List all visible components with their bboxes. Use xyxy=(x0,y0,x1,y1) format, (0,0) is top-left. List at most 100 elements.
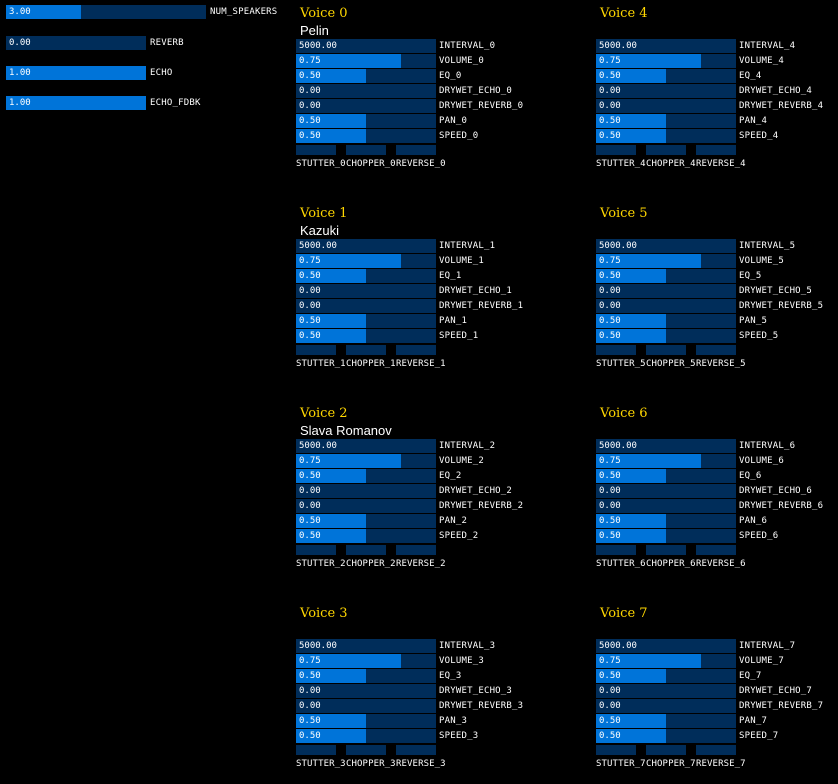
pan-slider[interactable]: 0.50 PAN_3 xyxy=(296,714,467,728)
reverse-toggle[interactable] xyxy=(396,745,436,755)
slider-fill xyxy=(296,254,401,268)
slider-value: 5000.00 xyxy=(299,641,337,651)
drywet-reverb-slider[interactable]: 0.00 DRYWET_REVERB_2 xyxy=(296,499,523,513)
drywet-echo-slider[interactable]: 0.00 DRYWET_ECHO_7 xyxy=(596,684,812,698)
interval-slider[interactable]: 5000.00 INTERVAL_2 xyxy=(296,439,495,453)
drywet-reverb-slider[interactable]: 0.00 DRYWET_REVERB_7 xyxy=(596,699,823,713)
eq-slider[interactable]: 0.50 EQ_5 xyxy=(596,269,761,283)
drywet-reverb-slider[interactable]: 0.00 DRYWET_REVERB_4 xyxy=(596,99,823,113)
interval-slider[interactable]: 5000.00 INTERVAL_3 xyxy=(296,639,495,653)
eq-slider[interactable]: 0.50 EQ_7 xyxy=(596,669,761,683)
eq-slider[interactable]: 0.50 EQ_6 xyxy=(596,469,761,483)
stutter-toggle[interactable] xyxy=(296,345,336,355)
echo-fdbk-slider[interactable]: 1.00 ECHO_FDBK xyxy=(6,96,200,110)
drywet-echo-slider[interactable]: 0.00 DRYWET_ECHO_1 xyxy=(296,284,512,298)
eq-slider[interactable]: 0.50 EQ_0 xyxy=(296,69,461,83)
stutter-toggle[interactable] xyxy=(596,145,636,155)
slider-fill xyxy=(296,529,366,543)
voice-title: Voice 5 xyxy=(600,206,648,221)
drywet-reverb-slider[interactable]: 0.00 DRYWET_REVERB_1 xyxy=(296,299,523,313)
drywet-echo-slider[interactable]: 0.00 DRYWET_ECHO_6 xyxy=(596,484,812,498)
speed-slider[interactable]: 0.50 SPEED_2 xyxy=(296,529,478,543)
volume-slider[interactable]: 0.75 VOLUME_2 xyxy=(296,454,484,468)
reverse-toggle[interactable] xyxy=(396,545,436,555)
slider-value: 0.00 xyxy=(299,286,321,296)
drywet-echo-slider[interactable]: 0.00 DRYWET_ECHO_0 xyxy=(296,84,512,98)
num-speakers-slider[interactable]: 3.00 NUM_SPEAKERS xyxy=(6,5,277,19)
chopper-toggle[interactable] xyxy=(646,145,686,155)
stutter-toggle[interactable] xyxy=(296,745,336,755)
speed-slider[interactable]: 0.50 SPEED_7 xyxy=(596,729,778,743)
drywet-echo-slider[interactable]: 0.00 DRYWET_ECHO_5 xyxy=(596,284,812,298)
pan-slider[interactable]: 0.50 PAN_4 xyxy=(596,114,767,128)
drywet-echo-slider[interactable]: 0.00 DRYWET_ECHO_4 xyxy=(596,84,812,98)
echo-slider[interactable]: 1.00 ECHO xyxy=(6,66,172,80)
chopper-toggle[interactable] xyxy=(646,345,686,355)
chopper-toggle[interactable] xyxy=(346,745,386,755)
speed-slider[interactable]: 0.50 SPEED_6 xyxy=(596,529,778,543)
pan-slider[interactable]: 0.50 PAN_0 xyxy=(296,114,467,128)
slider-value: 0.50 xyxy=(299,131,321,141)
eq-slider[interactable]: 0.50 EQ_1 xyxy=(296,269,461,283)
slider-label: DRYWET_REVERB_3 xyxy=(439,701,524,711)
slider-label: PAN_3 xyxy=(439,716,468,726)
pan-slider[interactable]: 0.50 PAN_1 xyxy=(296,314,467,328)
chopper-toggle[interactable] xyxy=(346,545,386,555)
chopper-toggle[interactable] xyxy=(646,545,686,555)
stutter-toggle[interactable] xyxy=(296,545,336,555)
eq-slider[interactable]: 0.50 EQ_4 xyxy=(596,69,761,83)
speed-slider[interactable]: 0.50 SPEED_5 xyxy=(596,329,778,343)
reverse-toggle[interactable] xyxy=(396,145,436,155)
drywet-echo-slider[interactable]: 0.00 DRYWET_ECHO_3 xyxy=(296,684,512,698)
pan-slider[interactable]: 0.50 PAN_2 xyxy=(296,514,467,528)
drywet-reverb-slider[interactable]: 0.00 DRYWET_REVERB_6 xyxy=(596,499,823,513)
volume-slider[interactable]: 0.75 VOLUME_3 xyxy=(296,654,484,668)
reverse-toggle[interactable] xyxy=(696,145,736,155)
volume-slider[interactable]: 0.75 VOLUME_4 xyxy=(596,54,784,68)
slider-fill xyxy=(296,469,366,483)
stutter-toggle[interactable] xyxy=(596,345,636,355)
volume-slider[interactable]: 0.75 VOLUME_0 xyxy=(296,54,484,68)
chopper-toggle-label: CHOPPER_5 xyxy=(646,359,696,369)
slider-value: 0.50 xyxy=(299,316,321,326)
speed-slider[interactable]: 0.50 SPEED_4 xyxy=(596,129,778,143)
reverb-slider[interactable]: 0.00 REVERB xyxy=(6,36,184,50)
reverse-toggle[interactable] xyxy=(696,345,736,355)
drywet-reverb-slider[interactable]: 0.00 DRYWET_REVERB_5 xyxy=(596,299,823,313)
volume-slider[interactable]: 0.75 VOLUME_5 xyxy=(596,254,784,268)
interval-slider[interactable]: 5000.00 INTERVAL_5 xyxy=(596,239,795,253)
stutter-toggle[interactable] xyxy=(596,545,636,555)
slider-value: 0.50 xyxy=(299,731,321,741)
chopper-toggle[interactable] xyxy=(646,745,686,755)
eq-slider[interactable]: 0.50 EQ_3 xyxy=(296,669,461,683)
slider-value: 0.00 xyxy=(299,486,321,496)
pan-slider[interactable]: 0.50 PAN_6 xyxy=(596,514,767,528)
slider-fill xyxy=(296,69,366,83)
slider-label: EQ_5 xyxy=(739,271,762,281)
interval-slider[interactable]: 5000.00 INTERVAL_7 xyxy=(596,639,795,653)
interval-slider[interactable]: 5000.00 INTERVAL_4 xyxy=(596,39,795,53)
drywet-reverb-slider[interactable]: 0.00 DRYWET_REVERB_3 xyxy=(296,699,523,713)
drywet-echo-slider[interactable]: 0.00 DRYWET_ECHO_2 xyxy=(296,484,512,498)
reverse-toggle[interactable] xyxy=(396,345,436,355)
chopper-toggle[interactable] xyxy=(346,145,386,155)
slider-value: 0.00 xyxy=(599,486,621,496)
pan-slider[interactable]: 0.50 PAN_5 xyxy=(596,314,767,328)
interval-slider[interactable]: 5000.00 INTERVAL_1 xyxy=(296,239,495,253)
volume-slider[interactable]: 0.75 VOLUME_1 xyxy=(296,254,484,268)
reverse-toggle[interactable] xyxy=(696,745,736,755)
speed-slider[interactable]: 0.50 SPEED_0 xyxy=(296,129,478,143)
chopper-toggle[interactable] xyxy=(346,345,386,355)
pan-slider[interactable]: 0.50 PAN_7 xyxy=(596,714,767,728)
stutter-toggle[interactable] xyxy=(596,745,636,755)
eq-slider[interactable]: 0.50 EQ_2 xyxy=(296,469,461,483)
reverse-toggle[interactable] xyxy=(696,545,736,555)
volume-slider[interactable]: 0.75 VOLUME_7 xyxy=(596,654,784,668)
volume-slider[interactable]: 0.75 VOLUME_6 xyxy=(596,454,784,468)
interval-slider[interactable]: 5000.00 INTERVAL_6 xyxy=(596,439,795,453)
drywet-reverb-slider[interactable]: 0.00 DRYWET_REVERB_0 xyxy=(296,99,523,113)
interval-slider[interactable]: 5000.00 INTERVAL_0 xyxy=(296,39,495,53)
speed-slider[interactable]: 0.50 SPEED_1 xyxy=(296,329,478,343)
speed-slider[interactable]: 0.50 SPEED_3 xyxy=(296,729,478,743)
stutter-toggle[interactable] xyxy=(296,145,336,155)
